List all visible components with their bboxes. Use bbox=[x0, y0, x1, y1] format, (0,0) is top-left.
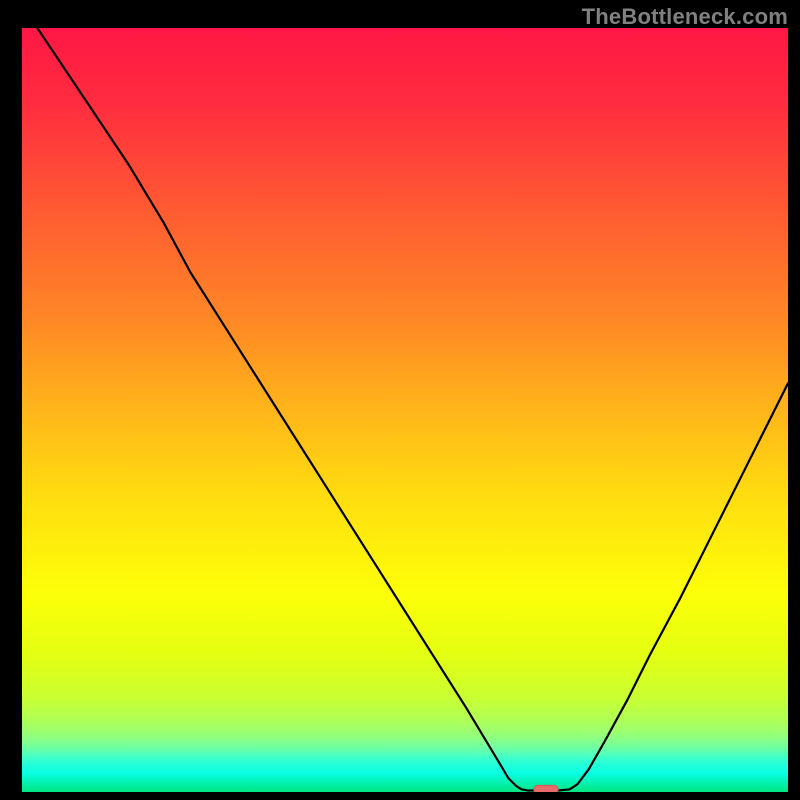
chart-container: TheBottleneck.com bbox=[0, 0, 800, 800]
plot-svg bbox=[22, 28, 788, 792]
minimum-marker bbox=[534, 785, 559, 792]
plot-area bbox=[22, 28, 788, 792]
watermark-text: TheBottleneck.com bbox=[582, 4, 788, 30]
gradient-background bbox=[22, 28, 788, 792]
